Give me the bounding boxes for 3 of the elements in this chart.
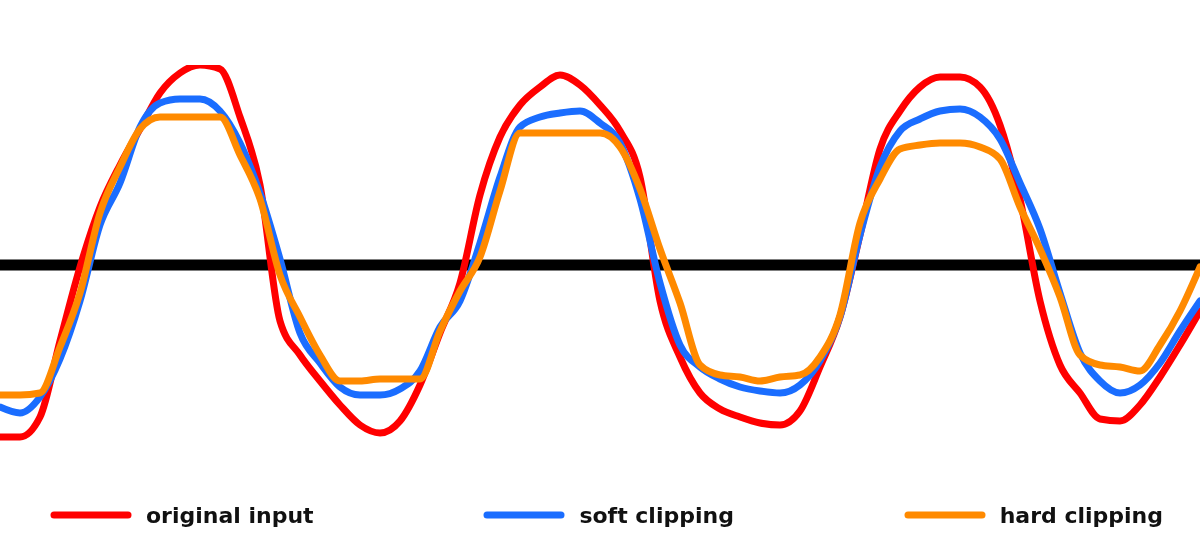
- legend-label: soft clipping: [579, 502, 734, 528]
- legend-label: hard clipping: [999, 502, 1163, 528]
- legend-label: original input: [146, 502, 314, 528]
